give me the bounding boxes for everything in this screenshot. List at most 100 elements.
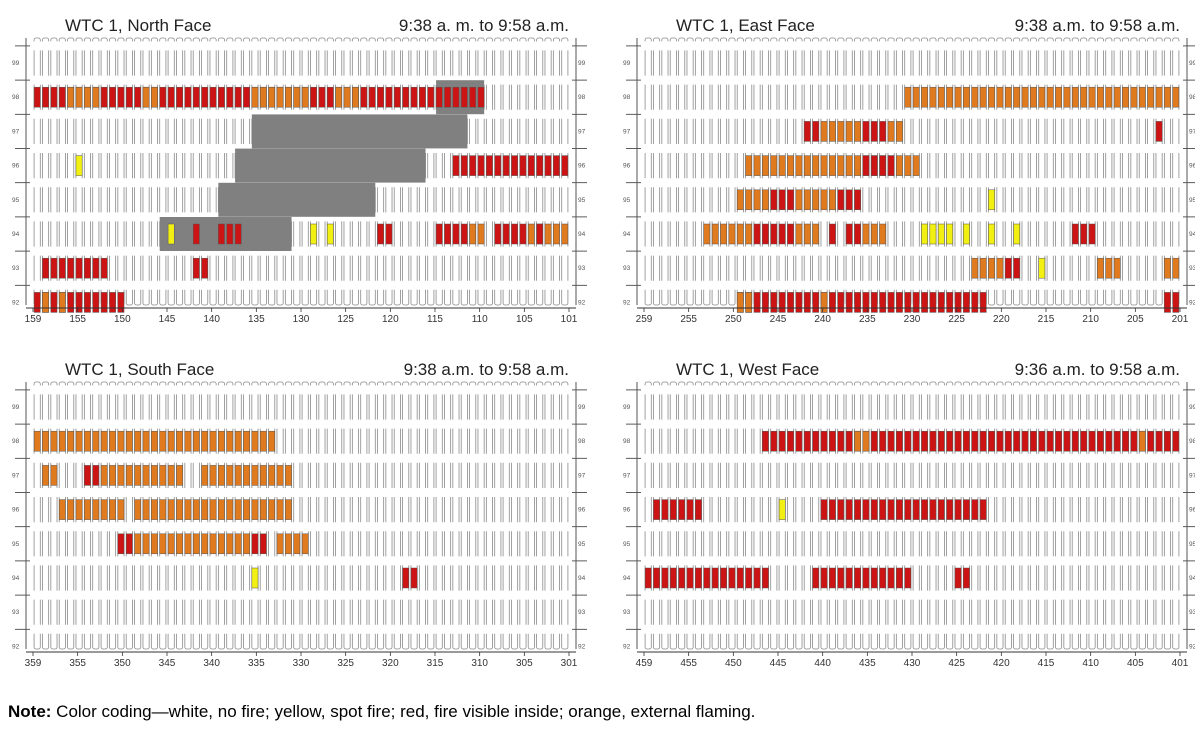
fire-window (896, 292, 903, 313)
window-column (544, 381, 552, 650)
fire-window (293, 533, 301, 555)
floor-label-left: 95 (623, 197, 631, 204)
fire-window (787, 189, 794, 211)
floor-label-left: 98 (12, 438, 20, 445)
floor-label-left: 94 (12, 231, 20, 238)
floor-label-left: 95 (12, 541, 20, 548)
debris-region (235, 148, 426, 183)
fire-window (753, 292, 761, 313)
fire-window (787, 155, 794, 176)
fire-window (84, 430, 91, 452)
fire-window (167, 465, 175, 486)
fire-window (184, 430, 192, 452)
fire-window (1147, 86, 1155, 108)
fire-window (820, 430, 828, 452)
fire-window (151, 465, 158, 486)
column-label: 101 (561, 314, 578, 325)
fire-window (243, 465, 250, 486)
fire-window (92, 86, 100, 108)
fire-window (209, 430, 217, 452)
fire-window (904, 499, 912, 520)
fire-window (218, 465, 225, 486)
face-panel: WTC 1, West Face 9:36 a.m. to 9:58 a.m. 99… (623, 360, 1195, 669)
fire-window (845, 155, 853, 176)
floor-label-right: 97 (1189, 472, 1195, 479)
column-label: 110 (472, 314, 488, 325)
fire-window (184, 86, 192, 108)
fire-window (896, 499, 903, 520)
fire-window (1122, 86, 1129, 108)
fire-window (276, 86, 284, 108)
fire-window (1063, 86, 1071, 108)
fire-window (912, 499, 920, 520)
fire-window (812, 223, 820, 245)
fire-window (75, 155, 83, 176)
fire-window (854, 567, 861, 589)
fire-window (377, 86, 384, 108)
fire-window (259, 499, 267, 520)
fire-window (870, 430, 878, 452)
fire-window (803, 292, 811, 313)
floor-label-right: 95 (578, 541, 586, 548)
fire-window (879, 567, 887, 589)
fire-window (845, 292, 853, 313)
column-label: 210 (1082, 314, 1099, 325)
floor-label-left: 95 (623, 541, 631, 548)
column-label: 130 (293, 314, 310, 325)
fire-window (820, 155, 828, 176)
fire-window (921, 86, 928, 108)
fire-window (50, 257, 58, 279)
fire-window (553, 223, 560, 245)
fire-window (218, 499, 225, 520)
fire-window (33, 292, 41, 313)
fire-window (695, 499, 702, 520)
fire-window (218, 430, 225, 452)
column-label: 125 (337, 314, 354, 325)
fire-window (979, 86, 987, 108)
fire-window (1021, 86, 1029, 108)
fire-window (176, 430, 183, 452)
fire-window (176, 86, 183, 108)
fire-window (770, 155, 778, 176)
floor-label-right: 93 (578, 265, 586, 272)
fire-window (435, 86, 443, 108)
fire-window (929, 430, 937, 452)
fire-window (142, 465, 150, 486)
fire-window (1130, 430, 1138, 452)
fire-window (845, 567, 853, 589)
floor-label-right: 97 (1189, 128, 1195, 135)
fire-window (644, 567, 652, 589)
debris-region (218, 182, 376, 217)
fire-window (494, 223, 502, 245)
fire-window (226, 465, 234, 486)
fire-window (812, 292, 820, 313)
fire-window (862, 292, 870, 313)
fire-window (904, 430, 912, 452)
fire-window (67, 430, 75, 452)
window-column (644, 37, 652, 306)
fire-window (134, 86, 142, 108)
fire-window (109, 430, 116, 452)
window-column (477, 381, 485, 650)
floor-label-right: 94 (1189, 231, 1195, 238)
fire-window (979, 430, 987, 452)
column-label: 425 (948, 658, 965, 669)
fire-window (896, 430, 903, 452)
fire-window (251, 499, 259, 520)
fire-window (58, 86, 66, 108)
floor-label-right: 98 (1189, 94, 1195, 101)
fire-window (820, 292, 828, 313)
fire-window (879, 292, 887, 313)
fire-window (1055, 430, 1062, 452)
fire-window (795, 430, 803, 452)
window-column (326, 381, 334, 650)
fire-window (218, 223, 225, 245)
fire-window (745, 155, 753, 176)
fire-window (1013, 257, 1021, 279)
fire-window (427, 86, 435, 108)
fire-window (92, 292, 100, 313)
fire-window (912, 86, 920, 108)
fire-window (192, 533, 200, 555)
fire-window (477, 223, 485, 245)
fire-window (33, 86, 41, 108)
